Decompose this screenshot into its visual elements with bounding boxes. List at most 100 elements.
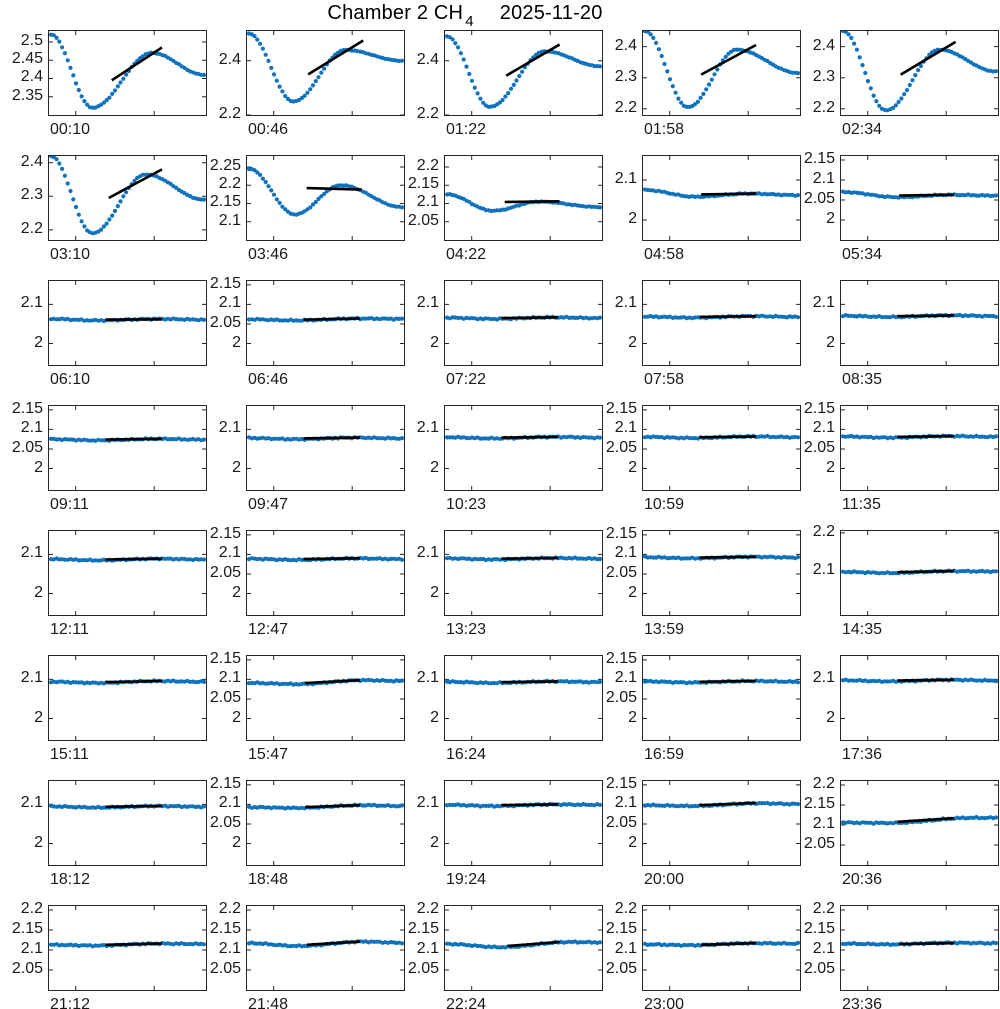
y-tick-label: 2.15: [605, 774, 637, 792]
time-label: 09:47: [248, 496, 289, 513]
axis-ticks: [445, 656, 602, 740]
plot-area: [49, 531, 206, 615]
y-tick-label: 2.15: [803, 795, 835, 812]
time-label: 06:46: [248, 371, 289, 388]
axes-box: [48, 280, 207, 366]
y-tick-label: 2.1: [614, 669, 637, 687]
subplot-08-35: 2 2.1 08:35: [794, 280, 999, 402]
axis-ticks: [49, 656, 206, 740]
y-tick-label: 2.1: [20, 669, 43, 687]
subplot-06-46: 2 2.05 2.1 2.15 06:46: [200, 275, 405, 402]
subplot-20-36: 2.05 2.1 2.15 2.2 20:36: [794, 775, 999, 902]
y-tick-label: 2.45: [11, 50, 43, 68]
plot-area: [841, 531, 998, 615]
y-tick-label: 2.15: [209, 920, 241, 937]
y-tick-label: 2.05: [605, 960, 637, 977]
axis-ticks: [643, 656, 800, 740]
plot-area: [841, 156, 998, 240]
axis-ticks: [247, 156, 404, 240]
plot-area: [49, 281, 206, 365]
fit-line: [699, 679, 757, 684]
y-tick-label: 2.1: [812, 170, 835, 187]
time-label: 16:59: [644, 746, 685, 763]
y-tick-label: 2.05: [407, 960, 439, 977]
axes-box: [444, 780, 603, 866]
fit-line: [900, 40, 957, 76]
axis-ticks: [247, 406, 404, 490]
fit-line: [306, 940, 361, 947]
time-label: 11:35: [842, 496, 881, 513]
plot-area: [643, 31, 800, 115]
fit-line: [303, 557, 361, 561]
axes-box: [246, 155, 405, 241]
axis-ticks: [247, 281, 404, 365]
fit-line: [699, 314, 757, 319]
time-label: 23:00: [644, 996, 685, 1009]
fit-line: [897, 569, 955, 574]
axes-box: [444, 655, 603, 741]
y-tick-label: 2: [34, 833, 43, 851]
subplot-00-10: 2.35 2.4 2.45 2.5 00:10: [2, 30, 207, 152]
y-tick-label: 2.1: [416, 794, 439, 812]
axis-ticks: [841, 281, 998, 365]
plot-area: [445, 781, 602, 865]
subplot-14-35: 2.1 2.2 14:35: [794, 523, 999, 652]
y-tick-label: 2.1: [812, 815, 835, 832]
y-tick-label: 2.2: [614, 900, 637, 917]
time-label: 17:36: [842, 746, 883, 763]
y-tick-label: 2: [34, 708, 43, 726]
y-tick-label: 2.1: [416, 193, 439, 211]
y-tick-label: 2.2: [20, 900, 43, 917]
axis-ticks: [445, 156, 602, 240]
y-tick-label: 2.05: [209, 313, 241, 331]
axis-ticks: [49, 31, 206, 115]
plot-area: [841, 656, 998, 740]
subplot-11-35: 2 2.05 2.1 2.15 11:35: [794, 400, 999, 527]
plot-area: [445, 281, 602, 365]
y-tick-label: 2: [34, 458, 43, 476]
axes-box: [444, 905, 603, 991]
fit-line: [501, 803, 559, 807]
subplot-09-47: 2 2.1 09:47: [200, 405, 405, 527]
time-label: 01:22: [446, 121, 487, 138]
axis-ticks: [841, 31, 998, 115]
subplot-07-22: 2 2.1 07:22: [398, 280, 603, 402]
y-tick-label: 2.15: [605, 920, 637, 937]
axis-ticks: [445, 281, 602, 365]
fit-line: [699, 801, 757, 807]
y-tick-label: 2.1: [812, 294, 835, 312]
plot-area: [247, 656, 404, 740]
y-tick-label: 2: [628, 210, 637, 227]
y-tick-label: 2.1: [20, 294, 43, 312]
y-tick-label: 2.15: [209, 774, 241, 792]
y-tick-label: 2: [826, 458, 835, 476]
time-label: 21:12: [50, 996, 91, 1009]
time-label: 00:10: [50, 121, 91, 138]
plot-area: [445, 906, 602, 990]
y-tick-label: 2: [826, 333, 835, 351]
axes-box: [246, 780, 405, 866]
time-label: 02:34: [842, 121, 883, 138]
y-tick-label: 2: [628, 833, 637, 851]
subplot-03-10: 2.2 2.3 2.4 03:10: [2, 153, 207, 277]
y-tick-label: 2.05: [605, 563, 637, 581]
y-tick-label: 2.05: [209, 688, 241, 706]
fit-line: [105, 942, 163, 947]
axes-box: [642, 30, 801, 116]
plot-area: [247, 781, 404, 865]
y-tick-label: 2: [232, 458, 241, 476]
axes-box: [48, 905, 207, 991]
y-tick-label: 2.25: [209, 156, 241, 174]
axes-box: [246, 905, 405, 991]
axis-ticks: [445, 31, 602, 115]
time-label: 09:11: [50, 496, 89, 513]
time-label: 05:34: [842, 246, 883, 263]
y-tick-label: 2.15: [209, 649, 241, 667]
y-tick-label: 2.2: [416, 105, 439, 122]
axes-box: [642, 780, 801, 866]
plot-area: [445, 656, 602, 740]
subplot-10-59: 2 2.05 2.1 2.15 10:59: [596, 400, 801, 527]
fit-line: [303, 317, 361, 321]
y-tick-label: 2.1: [218, 669, 241, 687]
fit-line: [105, 804, 163, 809]
